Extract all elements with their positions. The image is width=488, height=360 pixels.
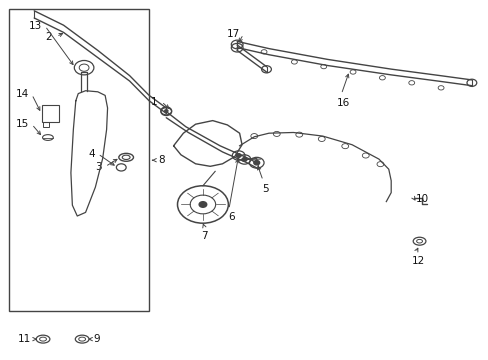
Circle shape (199, 202, 206, 207)
Text: 14: 14 (16, 89, 29, 99)
Bar (43, 122, 49, 127)
Circle shape (253, 161, 259, 165)
Text: 8: 8 (158, 155, 165, 165)
Text: 13: 13 (29, 21, 42, 31)
Text: 6: 6 (227, 212, 234, 222)
Text: 17: 17 (226, 29, 239, 39)
Circle shape (242, 158, 246, 161)
Text: 2: 2 (45, 32, 52, 42)
Text: 12: 12 (410, 256, 424, 266)
Circle shape (236, 154, 241, 157)
Circle shape (164, 109, 168, 112)
Text: 15: 15 (16, 119, 29, 129)
Text: 10: 10 (415, 194, 428, 204)
Text: 1: 1 (150, 96, 157, 107)
Text: 4: 4 (88, 149, 95, 159)
Text: 5: 5 (262, 184, 268, 194)
Text: 9: 9 (93, 334, 100, 344)
Text: 16: 16 (336, 98, 350, 108)
Bar (9, 9, 149, 311)
Text: 7: 7 (201, 231, 207, 241)
Bar (41, 105, 59, 122)
Text: 3: 3 (95, 162, 102, 172)
Text: 11: 11 (18, 334, 31, 344)
